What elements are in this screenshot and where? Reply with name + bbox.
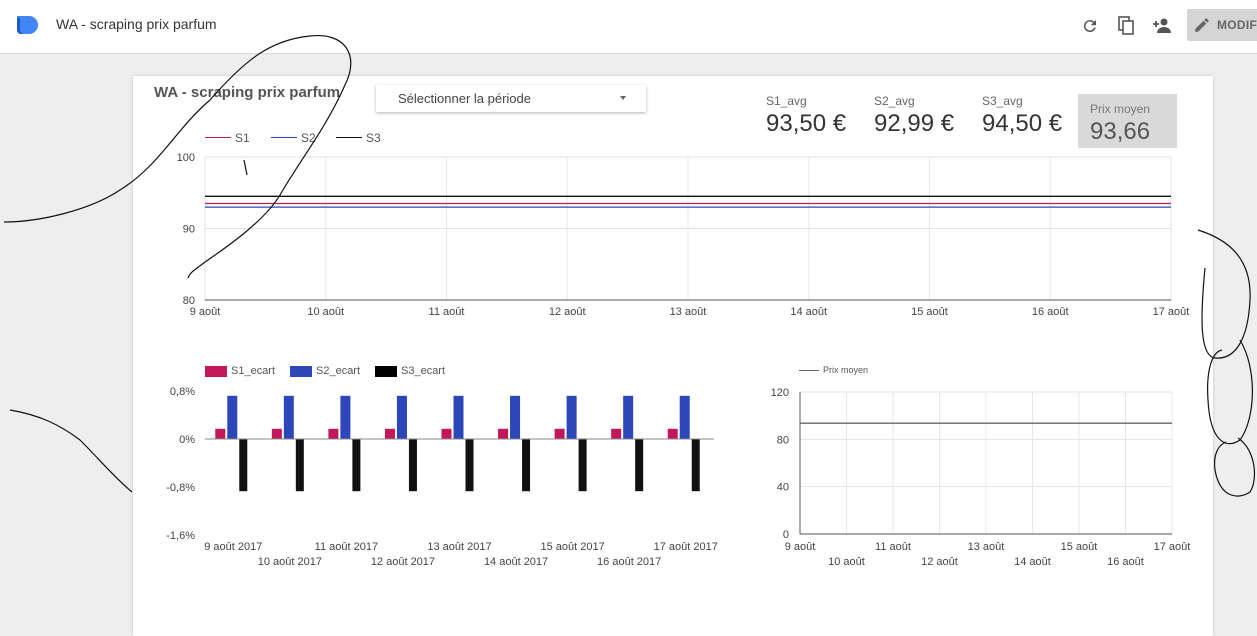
legend-item-prix-moyen[interactable]: Prix moyen [799,365,868,375]
x-tick-label: 11 août [429,306,465,318]
x-tick-label: 12 août [549,306,586,318]
app-title[interactable]: WA - scraping prix parfum [56,16,217,32]
kpi-value: 92,99 € [874,110,955,137]
kpi-label: S3_avg [982,94,1023,108]
legend-item-s3-ecart[interactable]: S3_ecart [375,365,445,377]
kpi-value: 94,50 € [982,110,1063,137]
legend-label: S3_ecart [401,365,446,377]
x-tick-label: 16 août [1032,306,1069,318]
legend-label: S3 [366,131,381,145]
kpi-label: Prix moyen [1090,102,1151,116]
y-tick-label: 80 [183,295,195,307]
x-tick-label: 10 août [307,306,344,318]
kpi-prix-moyen[interactable]: Prix moyen 93,66 [1078,94,1177,148]
edit-button-label: MODIFIER [1217,18,1257,32]
x-tick-label: 9 août [190,306,221,318]
data-studio-logo-icon[interactable] [15,14,39,36]
legend-label: S2_ecart [316,365,361,377]
legend-swatch [205,366,227,377]
x-tick-label: 17 août [1153,306,1190,318]
legend-label: S1_ecart [231,365,276,377]
kpi-label: S2_avg [874,94,915,108]
edit-button[interactable]: MODIFIER [1187,9,1257,41]
kpi-s1-avg[interactable]: S1_avg 93,50 € [766,94,846,138]
x-tick-label: 15 août [911,306,948,318]
add-person-icon[interactable] [1150,14,1174,38]
pencil-icon [1195,18,1209,32]
kpi-value: 93,66 [1090,118,1151,145]
legend-item-s1-ecart[interactable]: S1_ecart [205,365,275,377]
kpi-label: S1_avg [766,94,807,108]
legend-swatch [290,366,312,377]
copy-icon[interactable] [1114,14,1138,38]
legend-label: Prix moyen [823,365,869,375]
legend-swatch [799,370,819,371]
chevron-down-icon [620,96,626,100]
kpi-s3-avg[interactable]: S3_avg 94,50 € [982,94,1062,138]
kpi-value: 93,50 € [766,110,847,137]
kpi-s2-avg[interactable]: S2_avg 92,99 € [874,94,954,138]
x-tick-label: 14 août [790,306,827,318]
x-tick-label: 13 août [670,306,707,318]
date-picker-label: Sélectionner la période [398,91,531,106]
legend-item-s2-ecart[interactable]: S2_ecart [290,365,360,377]
legend-swatch [375,366,397,377]
date-range-picker[interactable]: Sélectionner la période [376,85,646,112]
y-tick-label: 90 [183,224,195,236]
y-tick-label: 100 [177,152,195,164]
